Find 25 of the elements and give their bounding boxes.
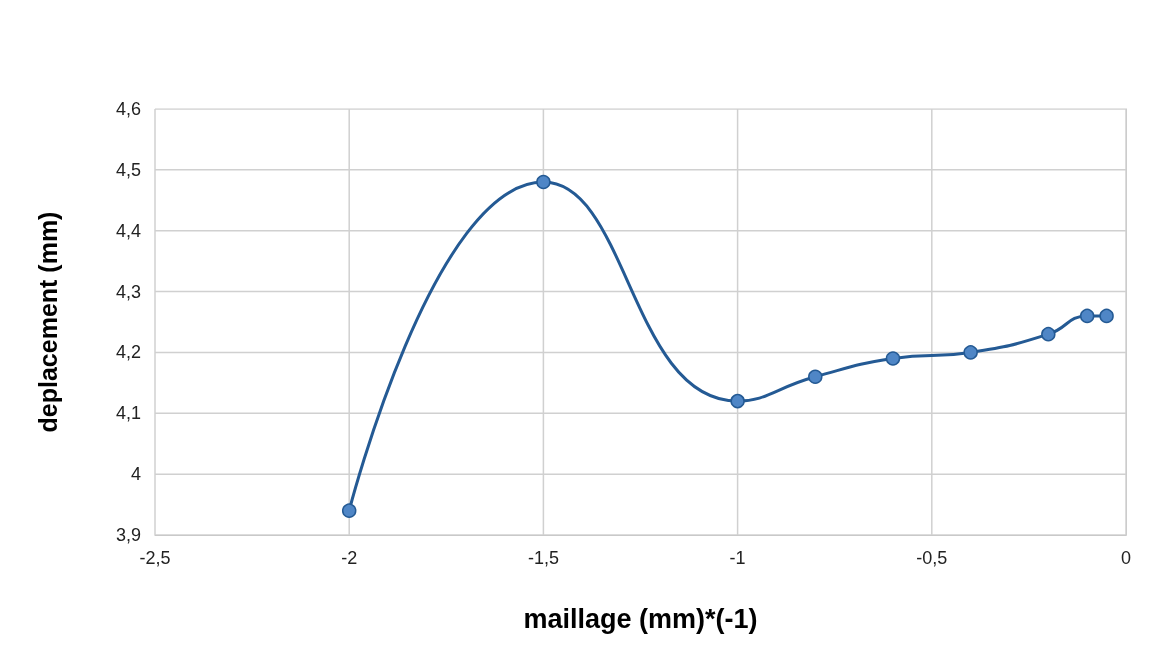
x-tick-label: -1,5: [527, 548, 559, 568]
point: [536, 174, 551, 190]
point: [808, 369, 823, 385]
y-tick-label: 4: [130, 464, 141, 485]
y-tick-label: 4,1: [115, 403, 141, 424]
y-tick-label: 4,6: [115, 99, 141, 119]
y-tick-label: 4,4: [115, 220, 141, 241]
point: [1041, 326, 1056, 342]
point: [1079, 308, 1095, 324]
y-tick-label: 4,2: [115, 342, 141, 363]
x-tick-label: 0: [1120, 548, 1132, 568]
point: [1099, 308, 1114, 324]
y-tick-label: 4,3: [115, 281, 141, 302]
point: [963, 345, 978, 360]
x-axis-title: maillage (mm)*(-1): [523, 603, 758, 634]
x-tick-label: -2: [341, 548, 358, 568]
point: [885, 351, 901, 366]
point: [730, 393, 745, 409]
x-tick-label: -1: [729, 548, 746, 568]
point: [341, 503, 357, 518]
y-tick-label: 4,5: [115, 159, 141, 180]
x-tick-label: -2,5: [139, 548, 171, 568]
y-axis-title: deplacement (mm): [33, 211, 62, 433]
y-tick-label: 3,9: [115, 525, 141, 545]
x-tick-label: -0,5: [916, 548, 948, 568]
